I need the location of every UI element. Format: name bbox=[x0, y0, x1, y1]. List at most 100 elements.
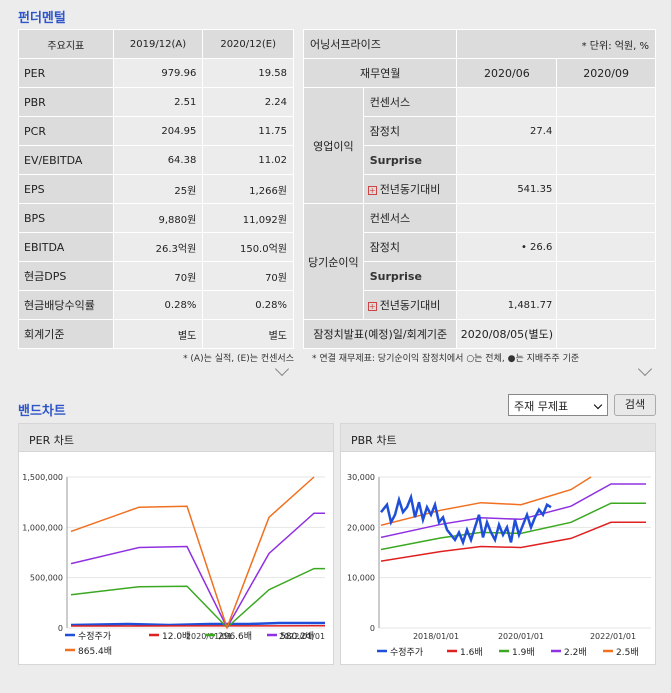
pbr-chart-title: PBR 차트 bbox=[341, 424, 655, 452]
row-label: BPS bbox=[19, 204, 114, 233]
chevron-down-icon[interactable] bbox=[638, 362, 652, 376]
cell: 64.38 bbox=[113, 146, 203, 175]
y-tick-label: 20,000 bbox=[347, 523, 375, 532]
cell: 0.28% bbox=[113, 291, 203, 320]
cell: 별도 bbox=[203, 320, 294, 349]
cell: 19.58 bbox=[203, 59, 294, 88]
expand-plus-icon[interactable]: + bbox=[368, 186, 377, 195]
cell: 979.96 bbox=[113, 59, 203, 88]
table-row: PBR 2.51 2.24 bbox=[19, 88, 294, 117]
series-line bbox=[71, 477, 314, 628]
col-header: 2020/12(E) bbox=[203, 30, 294, 59]
cell: 11.75 bbox=[203, 117, 294, 146]
pbr-chart-panel: PBR 차트 30,000 20,000 10,000 0 2018/01/01 2020… bbox=[340, 423, 656, 665]
table-row: BPS 9,880원 11,092원 bbox=[19, 204, 294, 233]
row-label: PBR bbox=[19, 88, 114, 117]
cell: 150.0억원 bbox=[203, 233, 294, 262]
legend-label: 12.0배 bbox=[162, 631, 190, 642]
cell bbox=[557, 320, 656, 349]
table-row: 잠정치발표(예정)일/회계기준 2020/08/05(별도) bbox=[304, 320, 656, 349]
table-row: PER 979.96 19.58 bbox=[19, 59, 294, 88]
period-label: 재무연월 bbox=[304, 59, 457, 88]
net-group-label: 당기순이익 bbox=[304, 204, 364, 320]
row-label: EPS bbox=[19, 175, 114, 204]
series-line bbox=[71, 513, 325, 627]
t2-note: * 연결 재무제표: 당기순이익 잠정치에서 ○는 전체, ●는 지배주주 기준 bbox=[312, 351, 579, 364]
row-label: 현금DPS bbox=[19, 262, 114, 291]
table-row: 회계기준 별도 별도 bbox=[19, 320, 294, 349]
legend-label: 1.9배 bbox=[512, 647, 535, 658]
per-chart-panel: PER 차트 1,500,000 1,000,000 500,000 0 2020/01… bbox=[18, 423, 334, 665]
y-tick-label: 30,000 bbox=[347, 473, 375, 482]
statement-select[interactable]: 주재 무제표 bbox=[508, 394, 608, 416]
row-label: 현금배당수익률 bbox=[19, 291, 114, 320]
cell: 9,880원 bbox=[113, 204, 203, 233]
y-tick-label: 1,000,000 bbox=[22, 523, 63, 532]
period-col: 2020/09 bbox=[557, 59, 656, 88]
y-tick-label: 10,000 bbox=[347, 574, 375, 583]
legend-label: 2.5배 bbox=[616, 647, 639, 658]
col-header: 주요지표 bbox=[19, 30, 114, 59]
cell: • 26.6 bbox=[457, 233, 557, 262]
x-tick-label: 2022/01/01 bbox=[590, 632, 636, 641]
cell bbox=[557, 233, 656, 262]
cell: 25원 bbox=[113, 175, 203, 204]
earnings-surprise-table: 어닝서프라이즈 * 단위: 억원, % 재무연월 2020/06 2020/09… bbox=[303, 29, 656, 349]
chevron-down-icon[interactable] bbox=[275, 362, 289, 376]
band-chart-title: 밴드차트 bbox=[18, 400, 66, 419]
cell: 1,266원 bbox=[203, 175, 294, 204]
cell bbox=[557, 291, 656, 320]
y-tick-label: 500,000 bbox=[30, 574, 63, 583]
company-title: 어닝서프라이즈 bbox=[304, 30, 457, 59]
unit-note: * 단위: 억원, % bbox=[457, 30, 656, 59]
legend-label: 1.6배 bbox=[460, 647, 483, 658]
legend-label: 수정주가 bbox=[390, 647, 423, 658]
cell: 11.02 bbox=[203, 146, 294, 175]
table-row: 현금배당수익률 0.28% 0.28% bbox=[19, 291, 294, 320]
cell bbox=[457, 146, 557, 175]
row-label: 잠정치 bbox=[363, 117, 457, 146]
col-header: 2019/12(A) bbox=[113, 30, 203, 59]
cell: 70원 bbox=[113, 262, 203, 291]
row-label[interactable]: + 전년동기대비 bbox=[363, 291, 457, 320]
key-indicator-table: 주요지표 2019/12(A) 2020/12(E) PER 979.96 19.5… bbox=[18, 29, 294, 349]
row-label: Surprise bbox=[363, 146, 457, 175]
y-tick-label: 1,500,000 bbox=[22, 473, 63, 482]
cell: 70원 bbox=[203, 262, 294, 291]
chevron-down-icon bbox=[594, 401, 602, 409]
row-label: Surprise bbox=[363, 262, 457, 291]
row-label: 회계기준 bbox=[19, 320, 114, 349]
legend-label: 수정주가 bbox=[78, 631, 111, 642]
select-value: 주재 무제표 bbox=[514, 400, 568, 413]
cell: 27.4 bbox=[457, 117, 557, 146]
period-col: 2020/06 bbox=[457, 59, 557, 88]
table-row: EV/EBITDA 64.38 11.02 bbox=[19, 146, 294, 175]
per-chart-title: PER 차트 bbox=[19, 424, 333, 452]
per-chart: 1,500,000 1,000,000 500,000 0 2020/01/01 2022… bbox=[19, 453, 335, 665]
cell: 11,092원 bbox=[203, 204, 294, 233]
cell: 2.51 bbox=[113, 88, 203, 117]
legend-label: 865.4배 bbox=[78, 646, 112, 657]
cell bbox=[457, 262, 557, 291]
release-value: 2020/08/05(별도) bbox=[457, 320, 557, 349]
table-row: EPS 25원 1,266원 bbox=[19, 175, 294, 204]
cell: 204.95 bbox=[113, 117, 203, 146]
expand-plus-icon[interactable]: + bbox=[368, 302, 377, 311]
cell bbox=[557, 204, 656, 233]
row-label-text: 전년동기대비 bbox=[380, 299, 441, 312]
table-row: EBITDA 26.3억원 150.0억원 bbox=[19, 233, 294, 262]
table-row: 영업이익 컨센서스 bbox=[304, 88, 656, 117]
search-button[interactable]: 검색 bbox=[614, 394, 656, 416]
row-label-text: 전년동기대비 bbox=[380, 183, 441, 196]
cell bbox=[557, 146, 656, 175]
table-row: 현금DPS 70원 70원 bbox=[19, 262, 294, 291]
cell: 2.24 bbox=[203, 88, 294, 117]
cell: 26.3억원 bbox=[113, 233, 203, 262]
x-tick-label: 2020/01/01 bbox=[498, 632, 544, 641]
row-label: 잠정치 bbox=[363, 233, 457, 262]
cell bbox=[557, 175, 656, 204]
cell bbox=[557, 262, 656, 291]
cell: 0.28% bbox=[203, 291, 294, 320]
row-label[interactable]: + 전년동기대비 bbox=[363, 175, 457, 204]
row-label: PCR bbox=[19, 117, 114, 146]
